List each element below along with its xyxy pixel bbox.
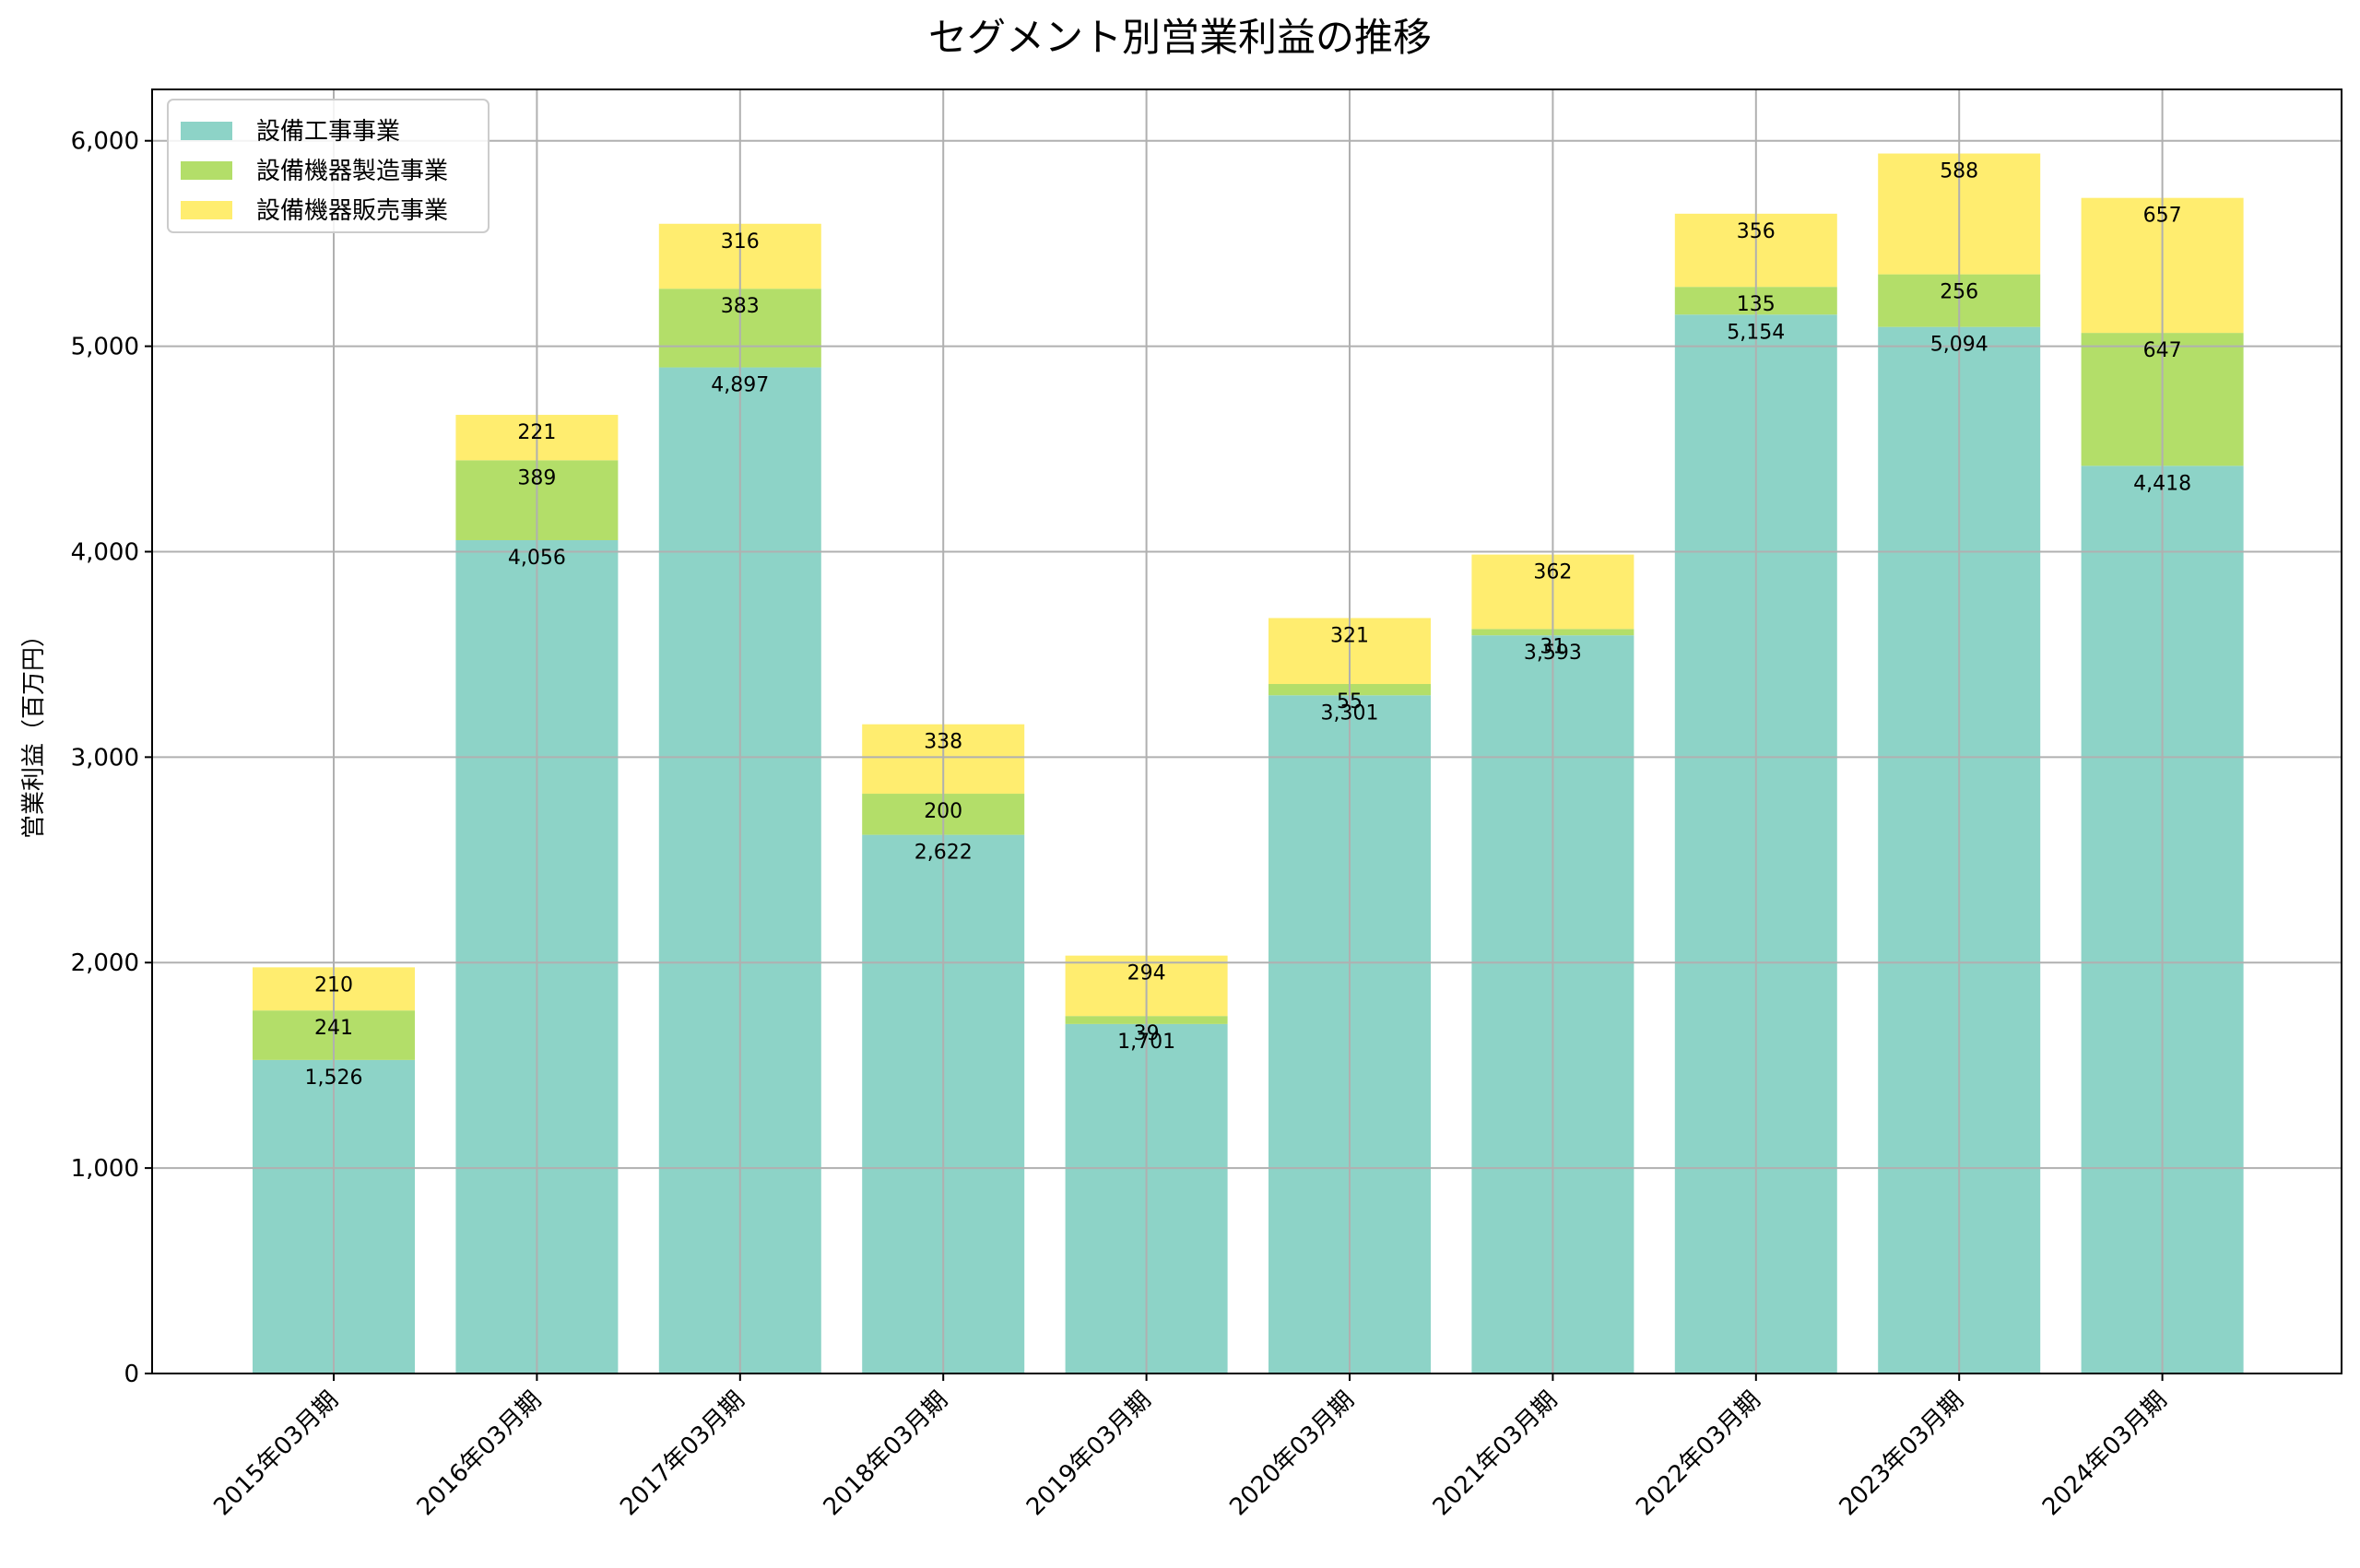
- bar-value-label: 3,593: [1524, 642, 1582, 665]
- legend-label: 設備工事事業: [256, 118, 400, 146]
- bar-value-label: 55: [1337, 690, 1363, 713]
- bar-value-label: 31: [1540, 635, 1565, 658]
- bar-value-label: 1,526: [305, 1067, 363, 1090]
- y-tick-label: 5,000: [71, 334, 139, 361]
- bar-value-label: 1,701: [1117, 1031, 1175, 1054]
- y-tick-label: 0: [124, 1361, 139, 1388]
- bar-value-label: 4,056: [508, 547, 566, 570]
- legend-swatch: [181, 161, 232, 180]
- y-tick-label: 2,000: [71, 949, 139, 977]
- bar-value-label: 200: [924, 800, 962, 823]
- y-tick-label: 1,000: [71, 1155, 139, 1183]
- bar-value-label: 4,897: [711, 374, 769, 397]
- bar-value-label: 256: [1940, 281, 1978, 304]
- y-tick-label: 3,000: [71, 744, 139, 772]
- bar-value-label: 210: [314, 973, 353, 996]
- y-tick-label: 6,000: [71, 128, 139, 156]
- bar-value-label: 135: [1737, 293, 1776, 316]
- y-tick-label: 4,000: [71, 538, 139, 566]
- bar-labels-layer: 1,526 241 210 4,056 389 221 4,897 383 316 2,622 20…: [305, 160, 2192, 1090]
- y-axis-label: 営業利益（百万円）: [20, 623, 48, 839]
- chart-title: セグメント別営業利益の推移: [928, 15, 1432, 60]
- bar-value-label: 316: [721, 230, 760, 253]
- legend-label: 設備機器製造事業: [256, 158, 448, 185]
- bar-value-label: 4,418: [2133, 472, 2191, 495]
- bar-value-label: 2,622: [914, 842, 973, 865]
- legend-label: 設備機器販売事業: [256, 197, 448, 225]
- bar-value-label: 356: [1737, 220, 1776, 243]
- legend-box: [167, 99, 490, 233]
- bar-value-label: 241: [314, 1017, 353, 1040]
- bar-value-label: 588: [1940, 160, 1978, 183]
- bar-value-label: 657: [2143, 205, 2182, 228]
- bar-value-label: 5,094: [1930, 334, 1988, 357]
- bar-value-label: 389: [517, 466, 556, 489]
- bar-value-label: 39: [1134, 1022, 1160, 1045]
- bar-value-label: 221: [517, 421, 556, 444]
- bar-value-label: 321: [1330, 624, 1369, 647]
- plot-frame: [151, 88, 2342, 1374]
- bar-value-label: 5,154: [1727, 321, 1785, 344]
- bar-value-label: 3,301: [1321, 701, 1379, 725]
- bar-value-label: 383: [721, 295, 760, 318]
- bar-value-label: 294: [1127, 962, 1166, 985]
- bar-value-label: 647: [2143, 339, 2182, 362]
- legend-swatch: [181, 201, 232, 219]
- legend-swatch: [181, 122, 232, 140]
- bar-value-label: 338: [924, 731, 962, 754]
- bar-value-label: 362: [1533, 561, 1572, 584]
- grid-layer: [152, 89, 2342, 1374]
